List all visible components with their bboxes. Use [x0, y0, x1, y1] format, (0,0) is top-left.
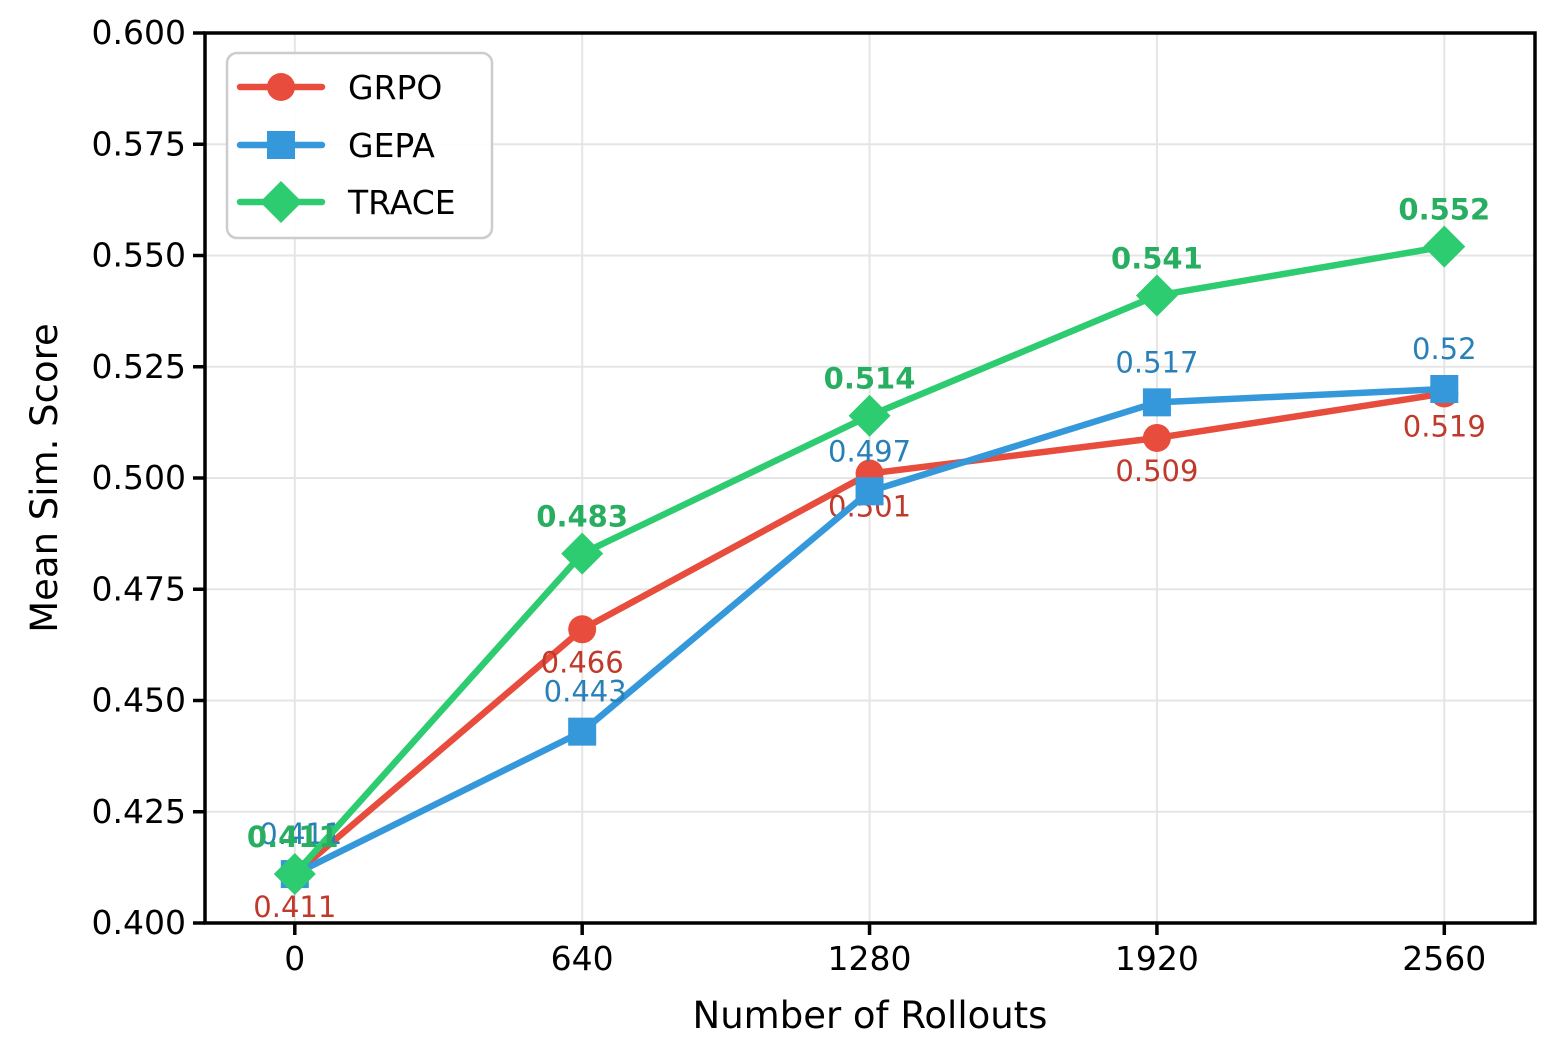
marker-square-GEPA [568, 717, 597, 746]
marker-diamond-TRACE [561, 532, 604, 575]
x-tick-label: 0 [284, 939, 305, 978]
legend-marker-circle-icon [267, 73, 295, 101]
x-tick-label: 2560 [1402, 939, 1486, 978]
y-tick-label: 0.450 [92, 681, 186, 720]
point-label-TRACE: 0.541 [1111, 242, 1203, 276]
marker-square-GEPA [1142, 388, 1171, 417]
axes: 0 640 1280 1920 2560 0.400 0.425 0.450 0.475 0.50… [23, 13, 1537, 1037]
point-label-GRPO: 0.411 [253, 890, 336, 924]
legend: GRPO GEPA TRACE [225, 51, 494, 240]
marker-square-GEPA [1430, 375, 1459, 403]
x-tick-label: 1920 [1115, 939, 1199, 978]
legend-label-TRACE: TRACE [347, 183, 456, 222]
y-tick-label: 0.425 [92, 792, 186, 831]
legend-label-GEPA: GEPA [348, 126, 435, 165]
point-label-TRACE: 0.411 [247, 820, 339, 854]
marker-circle-GRPO [568, 615, 597, 644]
y-axis-title: Mean Sim. Score [23, 323, 66, 633]
point-label-TRACE: 0.514 [824, 362, 916, 396]
marker-square-GEPA [855, 477, 884, 506]
marker-diamond-TRACE [1135, 274, 1178, 317]
point-label-TRACE: 0.552 [1398, 193, 1490, 227]
point-label-GEPA: 0.52 [1412, 332, 1477, 366]
marker-diamond-TRACE [848, 394, 891, 437]
legend-marker-diamond-icon [260, 181, 302, 223]
point-label-GEPA: 0.517 [1115, 345, 1198, 379]
x-tick-label: 1280 [828, 939, 912, 978]
x-tick-label: 640 [551, 939, 614, 978]
marker-diamond-TRACE [1423, 225, 1466, 268]
y-tick-label: 0.525 [92, 347, 186, 386]
point-label-GEPA: 0.497 [828, 434, 911, 468]
legend-item-GRPO: GRPO [236, 68, 442, 107]
legend-item-TRACE: TRACE [236, 181, 456, 223]
marker-circle-GRPO [1142, 423, 1171, 452]
legend-marker-square-icon [267, 131, 295, 159]
legend-box [225, 51, 494, 240]
point-label-GRPO: 0.466 [541, 645, 624, 679]
y-tick-label: 0.400 [92, 903, 186, 942]
y-tick-label: 0.500 [92, 458, 186, 497]
point-label-TRACE: 0.483 [536, 500, 628, 534]
y-tick-label: 0.475 [92, 569, 186, 608]
marker-diamond-TRACE [273, 853, 316, 896]
legend-item-GEPA: GEPA [236, 126, 435, 165]
point-label-GRPO: 0.509 [1115, 454, 1198, 488]
x-axis-title: Number of Rollouts [693, 994, 1048, 1037]
point-label-GEPA: 0.443 [544, 675, 627, 709]
y-tick-label: 0.575 [92, 124, 186, 163]
y-tick-label: 0.600 [92, 13, 186, 52]
y-tick-label: 0.550 [92, 236, 186, 275]
point-label-GRPO: 0.519 [1403, 409, 1486, 443]
series-TRACE: 0.411 0.483 0.514 0.541 0.552 [247, 193, 1490, 896]
legend-label-GRPO: GRPO [348, 68, 442, 107]
